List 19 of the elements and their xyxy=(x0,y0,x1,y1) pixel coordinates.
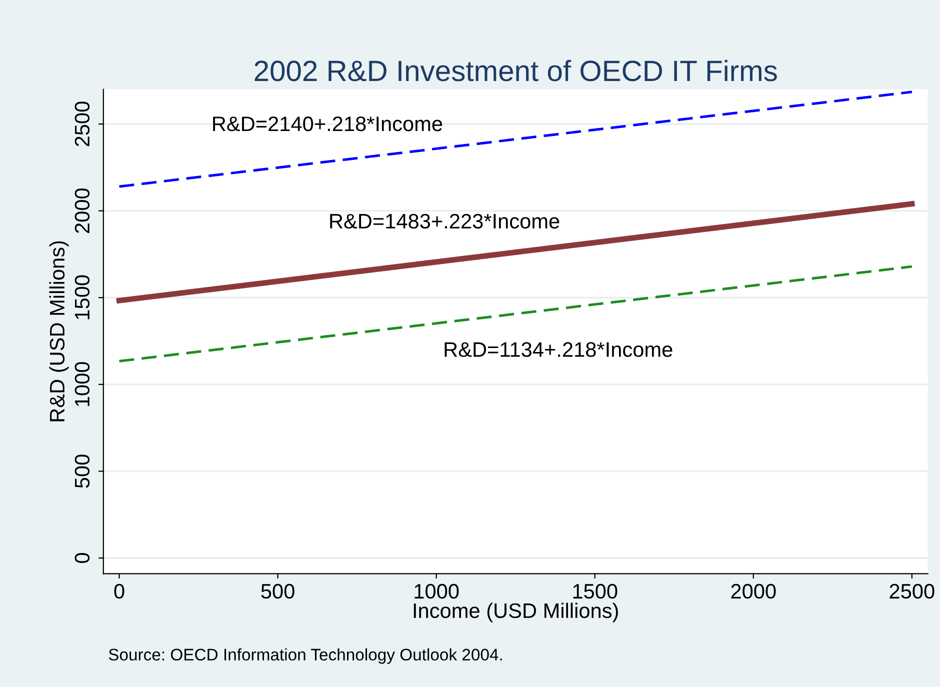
x-tick-label: 2500 xyxy=(890,584,934,599)
y-tick-label: 1000 xyxy=(74,362,90,406)
y-tick-label: 1500 xyxy=(74,275,90,320)
y-tick-label: 500 xyxy=(74,454,90,488)
x-tick-label: 1000 xyxy=(414,584,459,599)
x-tick-label: 500 xyxy=(261,584,294,599)
x-axis-title: Income (USD Millions) xyxy=(414,602,618,622)
source-note: Source: OECD Information Technology Outlook 2004. xyxy=(108,648,502,664)
y-axis-title: R&D (USD Millions) xyxy=(49,241,69,422)
y-tick-label: 2500 xyxy=(74,102,90,146)
annotation: R&D=1483+.223*Income xyxy=(330,214,560,229)
y-tick-label: 0 xyxy=(74,553,90,563)
y-tick-label: 2000 xyxy=(74,188,90,233)
annotation: R&D=2140+.218*Income xyxy=(213,116,442,132)
x-tick-label: 0 xyxy=(114,584,124,599)
annotation: R&D=1134+.218*Income xyxy=(444,342,672,357)
x-tick-label: 2000 xyxy=(731,584,776,599)
chart-title: 2002 R&D Investment of OECD IT Firms xyxy=(254,60,777,82)
x-tick-label: 1500 xyxy=(573,584,618,599)
